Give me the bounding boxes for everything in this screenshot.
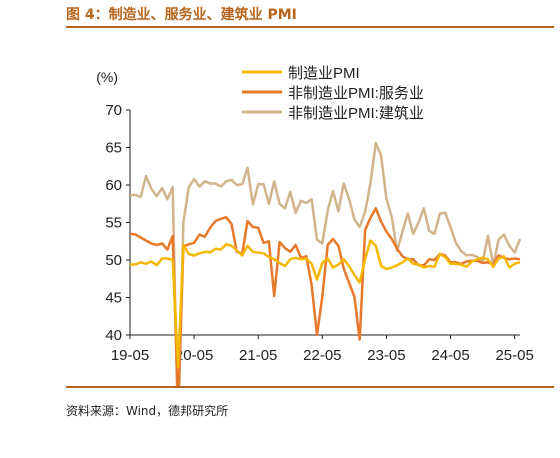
- x-tick-label: 20-05: [175, 347, 213, 364]
- title-rule: [66, 26, 554, 28]
- source-rule: [66, 386, 554, 388]
- legend-label-1: 非制造业PMI:服务业: [288, 85, 424, 102]
- y-tick-label: 50: [105, 252, 122, 269]
- y-tick-label: 40: [105, 327, 122, 344]
- axes: 40 45 50 55 60 65 70 (%) 19-05 20-05 21-05 22-05 23-…: [96, 69, 534, 364]
- y-tick-label: 60: [105, 177, 122, 194]
- series-line-0: [130, 239, 521, 369]
- y-tick-label: 70: [105, 102, 122, 119]
- x-tick-label: 22-05: [303, 347, 341, 364]
- series-line-1: [129, 207, 521, 386]
- x-tick-label: 19-05: [111, 347, 149, 364]
- y-tick-label: 45: [105, 290, 122, 307]
- x-tick-label: 23-05: [367, 347, 405, 364]
- source-note: 资料来源：Wind，德邦研究所: [66, 404, 229, 418]
- series-lines: [129, 141, 522, 386]
- y-tick-label: 65: [105, 140, 122, 157]
- x-tick-label: 24-05: [431, 347, 469, 364]
- pmi-line-chart: 40 45 50 55 60 65 70 (%) 19-05 20-05 21-05 22-05 23-…: [96, 65, 534, 386]
- series-line-2: [129, 141, 522, 386]
- legend-label-0: 制造业PMI: [288, 65, 360, 82]
- legend-label-2: 非制造业PMI:建筑业: [288, 105, 424, 122]
- figure-title: 图 4：制造业、服务业、建筑业 PMI: [66, 7, 297, 23]
- y-axis-unit-label: (%): [96, 69, 118, 85]
- y-tick-label: 55: [105, 215, 122, 232]
- x-tick-label: 21-05: [239, 347, 277, 364]
- x-tick-label: 25-05: [495, 347, 533, 364]
